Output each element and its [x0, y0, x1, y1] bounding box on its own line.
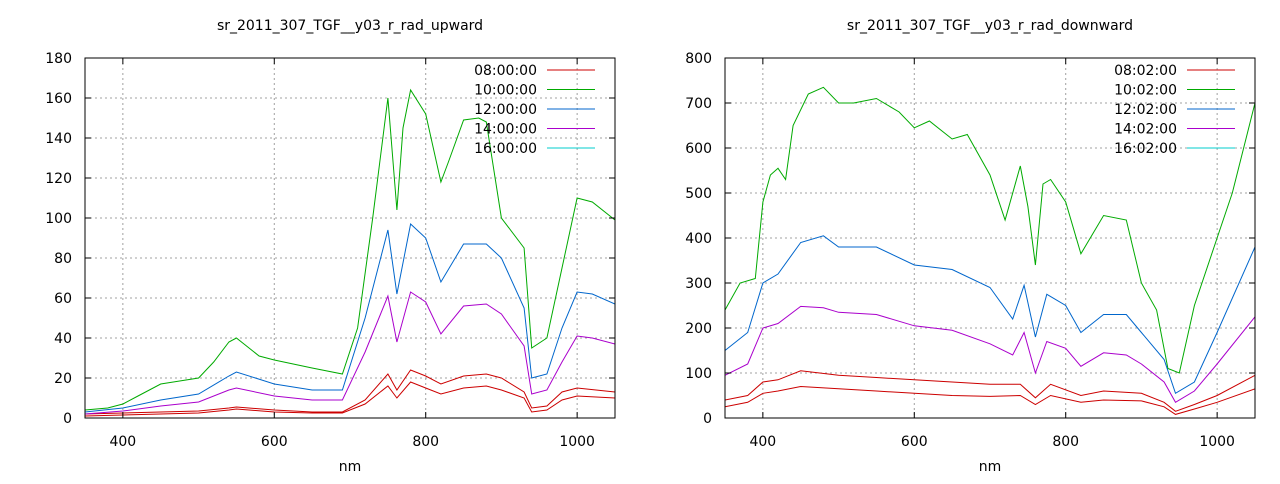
y-tick-label: 0: [63, 411, 72, 427]
plot-frame: [84, 57, 616, 419]
x-tick-label: 400: [109, 434, 136, 450]
chart-1: 400 600 800 1000 0 20 40 60 80 100 120 140 160 180 sr_…: [45, 18, 616, 475]
legend-label: 08:00:00: [474, 63, 537, 79]
y-tick-label: 0: [703, 411, 712, 427]
y-tick-label: 600: [685, 141, 712, 157]
x-tick-label: 1000: [1199, 434, 1235, 450]
x-tick-label: 600: [261, 434, 288, 450]
y-tick-label: 400: [685, 231, 712, 247]
series-line-4: [725, 305, 1255, 403]
x-axis-label: nm: [979, 459, 1002, 475]
y-tick-label: 200: [685, 321, 712, 337]
legend-label: 12:00:00: [474, 102, 537, 118]
y-tick-label: 60: [54, 291, 72, 307]
legend-label: 14:02:00: [1114, 122, 1177, 138]
series-line-3: [725, 235, 1255, 395]
x-tick-label: 800: [412, 434, 439, 450]
y-tick-label: 40: [54, 331, 72, 347]
y-tick-label: 100: [45, 211, 72, 227]
chart-title: sr_2011_307_TGF__y03_r_rad_downward: [847, 18, 1133, 34]
y-tick-label: 100: [685, 366, 712, 382]
legend-label: 12:02:00: [1114, 102, 1177, 118]
legend-label: 10:02:00: [1114, 83, 1177, 99]
y-tick-label: 120: [45, 171, 72, 187]
series-line-3: [85, 223, 615, 413]
legend-label: 10:00:00: [474, 83, 537, 99]
y-tick-label: 20: [54, 371, 72, 387]
y-tick-label: 800: [685, 51, 712, 67]
legend-label: 14:00:00: [474, 122, 537, 138]
x-axis-label: nm: [339, 459, 362, 475]
x-tick-label: 800: [1052, 434, 1079, 450]
legend-label: 16:02:00: [1114, 141, 1177, 157]
y-tick-label: 140: [45, 131, 72, 147]
series-line-1: [725, 385, 1255, 415]
y-tick-label: 80: [54, 251, 72, 267]
legend-label: 08:02:00: [1114, 63, 1177, 79]
series-line-1: [85, 381, 615, 417]
x-tick-label: 600: [901, 434, 928, 450]
chart-2: 400 600 800 1000 0 100 200 300 400 500 600 700 800 sr…: [685, 18, 1256, 475]
series-line-4: [85, 291, 615, 415]
series-line-2: [85, 88, 615, 411]
y-tick-label: 180: [45, 51, 72, 67]
series-line-0: [85, 369, 615, 415]
legend-label: 16:00:00: [474, 141, 537, 157]
y-tick-label: 700: [685, 96, 712, 112]
x-tick-label: 1000: [559, 434, 595, 450]
y-tick-label: 160: [45, 91, 72, 107]
series-line-2: [725, 86, 1255, 374]
y-tick-label: 300: [685, 276, 712, 292]
series-line-0: [725, 370, 1255, 412]
x-tick-label: 400: [749, 434, 776, 450]
y-tick-label: 500: [685, 186, 712, 202]
chart-title: sr_2011_307_TGF__y03_r_rad_upward: [217, 18, 483, 34]
